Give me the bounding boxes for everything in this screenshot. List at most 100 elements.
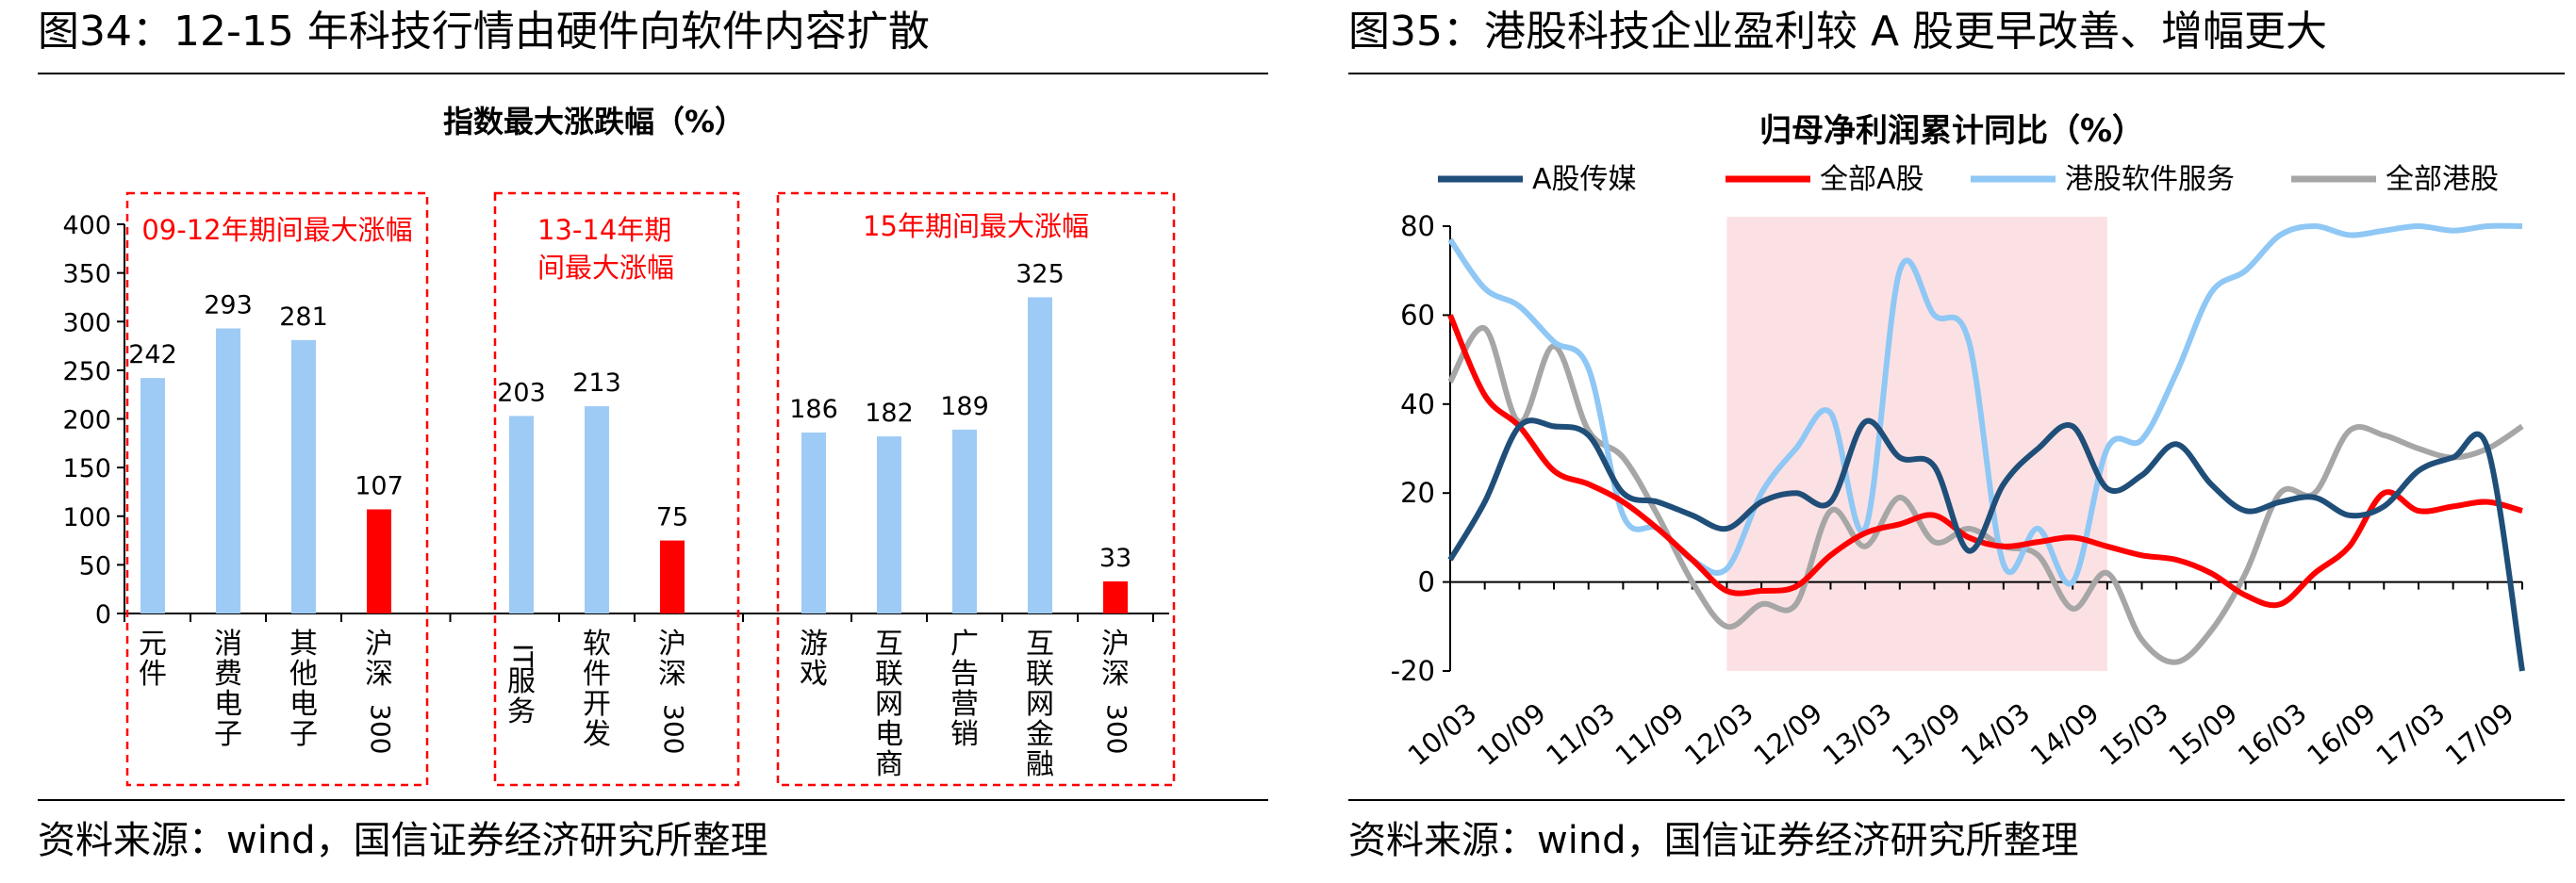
bar-value-label: 182 [865,399,914,428]
bar-category-label-part: 互 [1026,628,1054,661]
line-x-tick-label: 17/03 [2370,696,2452,772]
bar-y-tick-label: 0 [95,600,111,630]
line-chart-title: 归母净利润累计同比（%） [1759,112,2144,150]
bar [660,540,685,613]
right-figure-title: 图35：港股科技企业盈利较 A 股更早改善、增幅更大 [1348,8,2328,56]
bar [216,328,240,613]
series-line [1447,222,2523,587]
bar-value-label: 325 [1016,259,1065,288]
bar-category-label-part: 子 [289,718,318,751]
bar-category-label-part: 营 [950,688,979,721]
bar-category-label-part: 联 [1026,658,1054,691]
line-y-tick-label: 20 [1400,477,1435,509]
bar-category-label-part: 戏 [800,658,828,691]
bar-category-label: 元件 [139,628,167,691]
legend-label: 全部A股 [1820,163,1924,196]
bar-category-label-part: 300 [658,704,689,754]
bar [509,416,534,613]
bar-y-tick-label: 100 [62,503,111,532]
bar-category-label-part: 融 [1026,748,1054,781]
group-label: 09-12年期间最大涨幅 [141,214,412,246]
bar-category-label-part: 其 [289,628,318,661]
bar-y-tick-label: 350 [62,260,111,289]
bar-value-label: 203 [497,378,546,407]
left-source-note: 资料来源：wind，国信证券经济研究所整理 [38,819,768,862]
bar [291,339,316,613]
bar-value-label: 33 [1099,544,1131,573]
group-dashed-box [776,191,1176,787]
bar-category-label: 游戏 [800,628,828,691]
line-x-tick-label: 16/09 [2301,696,2382,772]
bar-category-label-part: 网 [1026,688,1054,721]
bar-value-label: 293 [204,290,253,319]
bar-y-tick-label: 400 [62,211,111,240]
bar-category-label-part: 互 [875,628,903,661]
left-figure-panel: 图34：12-15 年科技行情由硬件向软件内容扩散 指数最大涨跌幅（%） 0 50 1… [38,0,1268,883]
line-chart: 归母净利润累计同比（%） A股传媒 全部A股 港股软件服务 全部港股 -20 0 20 40 60… [1391,112,2525,772]
bar-category-label-part: 消 [214,628,242,661]
line-x-tick-label: 12/03 [1678,696,1759,772]
group-dashed-box [493,191,740,787]
bar-chart-title: 指数最大涨跌幅（%） [443,104,745,139]
line-y-tick-label: -20 [1391,655,1435,687]
bar [877,436,901,613]
bar-category-label-part: 费 [214,658,242,691]
group-label: 13-14年期 [537,214,671,246]
line-x-tick-label: 11/09 [1610,696,1691,772]
bar-category-label-part: 开 [583,688,611,721]
right-figure-panel: 图35：港股科技企业盈利较 A 股更早改善、增幅更大 归母净利润累计同比（%） A… [1348,0,2565,883]
line-x-tick-label: 10/03 [1402,696,1483,772]
bar-category-label-part: 300 [1101,704,1132,754]
line-x-tick-label: 12/09 [1747,696,1828,772]
bar-category-label-part: 深 [1101,658,1130,691]
line-y-tick-label: 60 [1400,299,1435,331]
legend-label: A股传媒 [1532,163,1637,196]
bar-value-label: 107 [355,472,404,501]
bar-category-label-part: 深 [658,658,686,691]
bar [585,406,609,613]
bar-category-label-part: 沪 [365,628,393,661]
bar-y-tick-label: 200 [62,406,111,435]
legend-label: 港股软件服务 [2065,163,2235,196]
left-source-rule [38,799,1268,801]
bar [140,378,165,613]
line-x-tick-label: 11/03 [1540,696,1621,772]
bar-category-label-part: 元 [139,628,167,661]
line-x-tick-label: 15/09 [2163,696,2244,772]
bar [952,429,977,613]
bar-category-label-part: 金 [1026,718,1054,751]
bar-category-label-part: 软 [583,628,611,661]
line-x-tick-label: 14/09 [2024,696,2105,772]
bar-category-label-part: 件 [583,658,611,691]
bar-category-label-part: 游 [800,628,828,661]
bar-value-label: 213 [572,368,621,398]
bar-y-tick-label: 300 [62,308,111,337]
right-source-note: 资料来源：wind，国信证券经济研究所整理 [1348,819,2079,862]
bar-category-label-part: 网 [875,688,903,721]
group-dashed-box [125,191,429,787]
bar-category-label-part: IT [507,644,538,668]
bar-category-label: 沪深 300 [1101,628,1132,754]
line-x-tick-label: 13/03 [1817,696,1898,772]
series-line [1447,417,2525,672]
bar-category-label: 沪深 300 [658,628,689,754]
bar-chart: 指数最大涨跌幅（%） 0 50 100 150 200 250 300 350 400 242 元件 2… [62,104,1176,787]
bar-category-label-part: 电 [875,718,903,751]
line-x-tick-label: 10/09 [1471,696,1552,772]
bar-category-label-part: 300 [365,704,396,754]
bar-value-label: 242 [128,340,177,369]
bar-value-label: 186 [789,395,838,424]
bar-y-tick-label: 250 [62,357,111,386]
bar-category-label-part: 联 [875,658,903,691]
group-label: 间最大涨幅 [537,252,674,284]
bar [367,509,391,613]
bar-category-label-part: 销 [950,718,979,751]
line-y-tick-label: 0 [1418,566,1435,598]
bar-category-label-part: 告 [950,658,979,691]
bar-category-label-part: 电 [289,688,318,721]
line-x-tick-label: 14/03 [1955,696,2036,772]
